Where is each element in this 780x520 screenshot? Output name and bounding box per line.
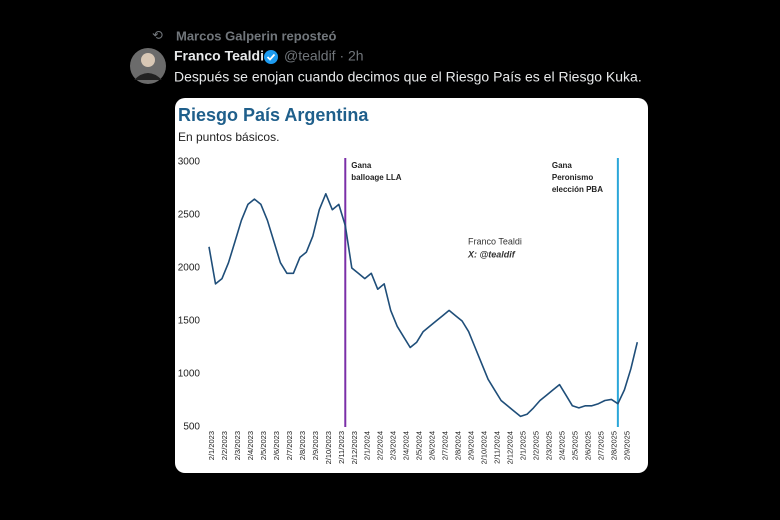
x-tick-label: 2/1/2024 <box>363 431 372 460</box>
x-tick-label: 2/4/2023 <box>246 431 255 460</box>
x-tick-label: 2/1/2025 <box>519 431 528 460</box>
x-tick-label: 2/2/2023 <box>220 431 229 460</box>
x-tick-label: 2/8/2024 <box>454 431 463 460</box>
event-label: balloage LLA <box>351 173 401 182</box>
verified-check <box>266 53 276 61</box>
x-tick-label: 2/5/2023 <box>259 431 268 460</box>
x-tick-label: 2/10/2023 <box>324 431 333 464</box>
tweet-text: Después se enojan cuando decimos que el … <box>174 69 642 85</box>
chart-subtitle: En puntos básicos. <box>178 130 279 144</box>
repost-label[interactable]: Marcos Galperin reposteó <box>176 28 336 43</box>
x-tick-label: 2/8/2023 <box>298 431 307 460</box>
event-label: Gana <box>552 161 573 170</box>
x-tick-label: 2/8/2025 <box>609 431 618 460</box>
x-tick-label: 2/6/2024 <box>428 431 437 460</box>
x-tick-label: 2/7/2024 <box>441 431 450 460</box>
event-label: Gana <box>351 161 372 170</box>
x-tick-label: 2/2/2024 <box>376 431 385 460</box>
watermark: X: @tealdif <box>467 249 516 259</box>
x-tick-label: 2/11/2024 <box>493 431 502 464</box>
x-tick-label: 2/9/2025 <box>622 431 631 460</box>
x-tick-label: 2/3/2023 <box>233 431 242 460</box>
x-tick-label: 2/7/2023 <box>285 431 294 460</box>
handle-time[interactable]: @tealdif · 2h <box>284 48 364 64</box>
watermark: Franco Tealdi <box>468 236 522 246</box>
y-tick-label: 2500 <box>178 210 201 221</box>
y-tick-label: 3000 <box>178 157 201 168</box>
chart: Riesgo País Argentina En puntos básicos.… <box>178 105 639 464</box>
verified-badge <box>264 50 278 64</box>
chart-card[interactable] <box>175 98 648 473</box>
risk-line <box>208 193 639 418</box>
event-label: Peronismo <box>552 173 593 182</box>
x-tick-label: 2/12/2024 <box>506 431 515 464</box>
x-tick-label: 2/9/2024 <box>467 431 476 460</box>
x-tick-label: 2/4/2025 <box>557 431 566 460</box>
x-tick-label: 2/5/2024 <box>415 431 424 460</box>
avatar-body <box>134 73 162 80</box>
y-tick-label: 1500 <box>178 316 201 327</box>
x-tick-label: 2/2/2025 <box>531 431 540 460</box>
repost-icon: ⟲ <box>152 27 163 42</box>
x-tick-label: 2/12/2023 <box>350 431 359 464</box>
x-tick-label: 2/9/2023 <box>311 431 320 460</box>
y-tick-label: 1000 <box>178 369 201 380</box>
x-tick-label: 2/1/2023 <box>207 431 216 460</box>
x-tick-label: 2/3/2024 <box>389 431 398 460</box>
x-tick-label: 2/6/2023 <box>272 431 281 460</box>
x-tick-label: 2/6/2025 <box>583 431 592 460</box>
chart-title: Riesgo País Argentina <box>178 105 369 125</box>
author-name[interactable]: Franco Tealdi <box>174 48 264 64</box>
x-tick-label: 2/4/2024 <box>402 431 411 460</box>
x-tick-label: 2/11/2023 <box>337 431 346 464</box>
y-tick-label: 500 <box>183 422 200 433</box>
event-label: elección PBA <box>552 185 603 194</box>
x-tick-label: 2/10/2024 <box>480 431 489 464</box>
avatar-face <box>141 53 155 67</box>
x-tick-label: 2/5/2025 <box>570 431 579 460</box>
x-tick-label: 2/3/2025 <box>544 431 553 460</box>
x-tick-label: 2/7/2025 <box>596 431 605 460</box>
y-tick-label: 2000 <box>178 263 201 274</box>
